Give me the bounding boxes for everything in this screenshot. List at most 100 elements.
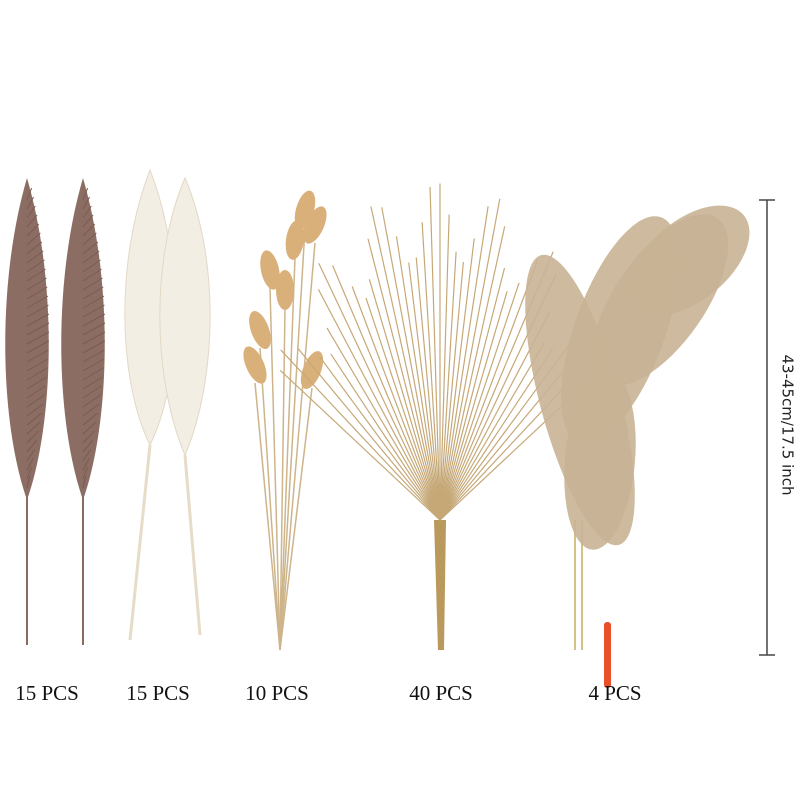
frond: [82, 295, 105, 309]
item-label: 10 PCS: [245, 681, 309, 705]
frond: [26, 412, 43, 426]
stalk: [319, 356, 441, 521]
frond: [26, 187, 33, 201]
stalk: [368, 279, 441, 521]
stem: [183, 454, 202, 636]
stalk: [429, 187, 441, 521]
plume: [159, 176, 211, 457]
frond: [26, 304, 49, 318]
frond: [26, 385, 46, 399]
frond: [26, 313, 50, 327]
item-label: 15 PCS: [15, 681, 79, 705]
dimension-label: 43-45cm/17.5 inch: [779, 354, 797, 495]
tail: [300, 351, 324, 389]
stalk: [332, 265, 441, 521]
stalk: [439, 291, 508, 521]
frond: [26, 250, 44, 264]
frond: [82, 259, 101, 273]
stalk: [439, 342, 546, 521]
stalk: [439, 251, 457, 521]
frond: [82, 448, 92, 462]
frond: [26, 475, 31, 489]
stalk: [318, 262, 441, 521]
item-label: 15 PCS: [126, 681, 190, 705]
stalk: [439, 238, 475, 521]
tail: [243, 346, 267, 384]
frond: [26, 349, 49, 363]
stem: [279, 227, 306, 651]
frond: [82, 457, 90, 471]
frond: [82, 322, 106, 336]
frond: [82, 367, 104, 381]
stalk: [439, 214, 450, 521]
frond: [26, 268, 46, 282]
tail: [276, 270, 294, 310]
stalk: [370, 206, 441, 521]
stem: [279, 307, 286, 651]
stalk: [280, 349, 441, 521]
frond: [82, 340, 106, 354]
stalk: [421, 222, 441, 521]
tail: [260, 250, 280, 290]
stalk: [279, 369, 441, 521]
stalk: [439, 261, 464, 521]
frond: [82, 349, 105, 363]
stalk: [439, 198, 501, 521]
stalk: [297, 348, 441, 521]
stalk: [367, 238, 441, 521]
frond: [26, 232, 41, 246]
frond: [26, 223, 40, 237]
stem: [259, 347, 281, 651]
frond: [82, 331, 106, 345]
frond: [26, 295, 49, 309]
stem: [128, 444, 152, 641]
frond: [26, 205, 36, 219]
frond: [26, 394, 45, 408]
tail: [285, 220, 305, 260]
frond: [82, 412, 99, 426]
stem: [254, 382, 281, 651]
frond: [26, 376, 47, 390]
plume: [5, 178, 49, 500]
frond: [26, 448, 36, 462]
stalk: [439, 259, 539, 521]
stalk: [326, 327, 441, 521]
frond: [82, 250, 100, 264]
frond: [82, 358, 105, 372]
stem: [269, 287, 281, 651]
frond: [82, 277, 103, 291]
frond: [82, 286, 104, 300]
frond: [26, 403, 44, 417]
frond: [82, 304, 105, 318]
stalk: [317, 289, 441, 521]
stem-bundle: [434, 520, 446, 650]
frond: [82, 187, 89, 201]
frond: [26, 331, 50, 345]
frond: [82, 268, 102, 282]
frond: [26, 439, 38, 453]
frond: [26, 286, 48, 300]
item-label: 4 PCS: [588, 681, 641, 705]
plume: [61, 178, 105, 500]
stem: [279, 257, 296, 651]
frond: [82, 475, 87, 489]
stalk: [415, 257, 441, 521]
frond: [82, 223, 96, 237]
frond: [82, 439, 94, 453]
tail: [303, 206, 327, 244]
stalk: [381, 207, 441, 521]
stem: [279, 387, 313, 651]
frond: [26, 358, 49, 372]
frond: [26, 421, 41, 435]
frond: [26, 430, 39, 444]
stalk: [408, 262, 441, 521]
frond: [82, 376, 103, 390]
frond: [82, 466, 88, 480]
stalk: [365, 297, 441, 521]
frond: [82, 385, 102, 399]
stalk: [439, 226, 506, 521]
frond: [26, 214, 38, 228]
frond: [26, 340, 50, 354]
stalk: [439, 267, 506, 521]
